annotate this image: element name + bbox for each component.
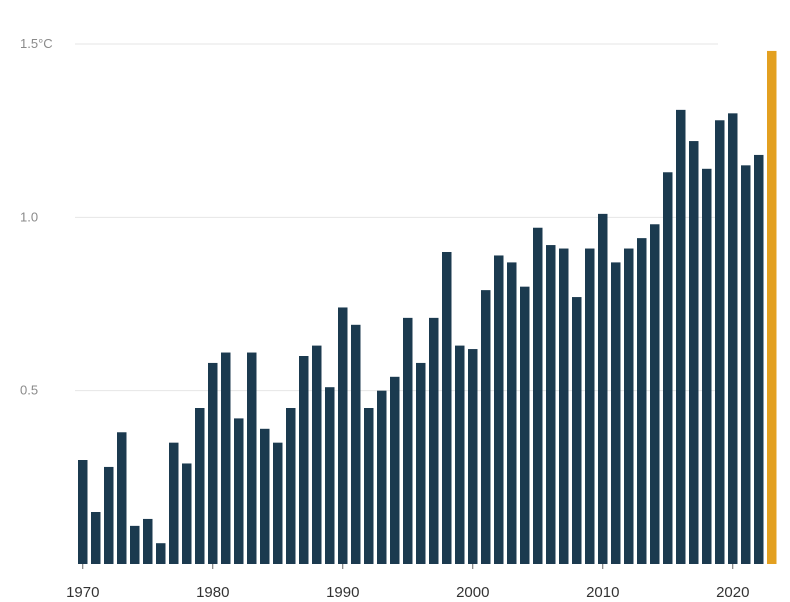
- bar-1975: [143, 518, 153, 564]
- bar-1988: [312, 345, 322, 564]
- y-tick-label: 1.5°C: [20, 36, 53, 51]
- bar-2012: [624, 248, 634, 565]
- bar-2002: [494, 255, 504, 564]
- bar-1976: [156, 543, 166, 564]
- bar-2020: [728, 113, 738, 564]
- bar-2016: [676, 109, 686, 564]
- bar-1979: [195, 408, 205, 564]
- x-tick-label: 2020: [716, 584, 749, 601]
- bar-2017: [689, 141, 699, 565]
- bar-2015: [663, 172, 673, 564]
- x-tick-label: 2000: [456, 584, 489, 601]
- bar-1985: [273, 442, 283, 564]
- bar-1983: [247, 352, 257, 564]
- bar-2013: [637, 238, 647, 564]
- x-tick-label: 1970: [66, 584, 99, 601]
- bar-2023: [767, 50, 777, 564]
- bar-1984: [260, 428, 270, 564]
- bar-1974: [130, 525, 140, 564]
- bar-1991: [351, 324, 361, 564]
- bar-1995: [403, 317, 413, 564]
- bar-2009: [585, 248, 595, 565]
- bar-1981: [221, 352, 231, 564]
- bar-1987: [299, 356, 309, 564]
- bar-1986: [286, 408, 296, 564]
- bar-2019: [715, 120, 725, 565]
- y-tick-label: 1.0: [20, 209, 38, 224]
- x-axis: 1970 1980 1990 2000 2010 2020: [66, 564, 749, 601]
- bar-1970: [78, 460, 88, 564]
- bar-2006: [546, 245, 556, 565]
- bar-2000: [468, 349, 478, 564]
- bar-1999: [455, 345, 465, 564]
- bar-2010: [598, 213, 608, 564]
- bar-2011: [611, 262, 621, 564]
- bar-1994: [390, 376, 400, 564]
- x-tick-label: 2010: [586, 584, 619, 601]
- bar-1972: [104, 466, 114, 564]
- bar-2014: [650, 224, 660, 564]
- bar-1978: [182, 463, 192, 564]
- x-tick-label: 1980: [196, 584, 229, 601]
- bar-1982: [234, 418, 244, 564]
- bar-2021: [741, 165, 751, 565]
- bar-1992: [364, 408, 374, 564]
- bar-2004: [520, 286, 530, 564]
- bar-2022: [754, 154, 764, 564]
- bar-1997: [429, 317, 439, 564]
- bar-2005: [533, 227, 543, 564]
- bar-1996: [416, 362, 426, 564]
- bar-2018: [702, 168, 712, 565]
- bar-2007: [559, 248, 569, 565]
- y-tick-label: 0.5: [20, 383, 38, 398]
- bars: [78, 50, 777, 565]
- bar-2003: [507, 262, 517, 564]
- x-tick-label: 1990: [326, 584, 359, 601]
- bar-1980: [208, 362, 218, 564]
- bar-2001: [481, 290, 491, 564]
- bar-1973: [117, 432, 127, 564]
- bar-2008: [572, 297, 582, 564]
- bar-1998: [442, 252, 452, 564]
- bar-1990: [338, 307, 348, 564]
- bar-1971: [91, 512, 101, 564]
- bar-1977: [169, 442, 179, 564]
- bar-1993: [377, 390, 387, 564]
- bar-1989: [325, 387, 335, 564]
